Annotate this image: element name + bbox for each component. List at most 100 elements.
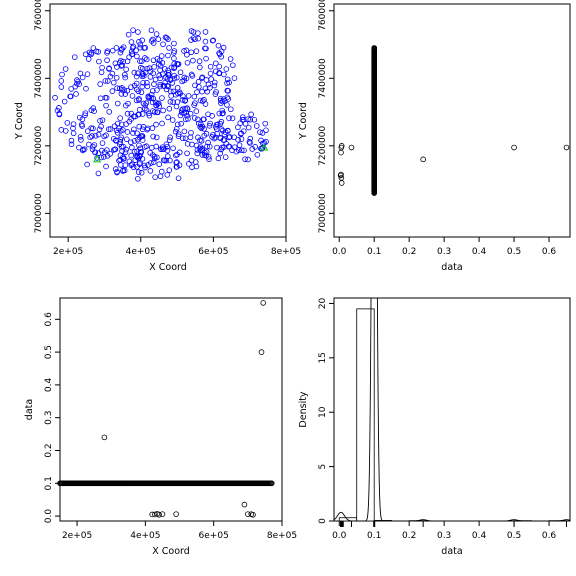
data-point [124, 58, 131, 65]
data-point [137, 44, 144, 51]
data-point [131, 148, 138, 155]
data-point [68, 141, 75, 148]
data-point [153, 121, 159, 128]
data-point [123, 136, 130, 143]
data-point [82, 110, 89, 116]
data-point [95, 131, 102, 138]
data-point [198, 125, 205, 131]
data-point [114, 64, 120, 70]
data-point [125, 31, 132, 38]
data-point [173, 103, 180, 110]
data-point [103, 163, 109, 170]
data-point [207, 120, 213, 127]
data-point [129, 93, 136, 99]
data-point [131, 126, 137, 133]
data-point [164, 147, 171, 154]
y-axis-label: data [24, 399, 35, 420]
data-point [247, 135, 254, 142]
data-point [128, 162, 134, 168]
data-point [139, 65, 146, 72]
data-point [184, 106, 191, 112]
data-point [223, 140, 230, 147]
data-point [158, 168, 165, 175]
data-point [171, 72, 177, 79]
data-point [171, 64, 177, 71]
data-point [186, 161, 192, 167]
data-point [203, 149, 210, 155]
data-point [338, 180, 345, 186]
data-point [136, 161, 143, 167]
data-point [97, 118, 103, 124]
data-point [62, 66, 69, 72]
data-point [213, 126, 220, 132]
y-tick-label: 5 [318, 464, 328, 470]
data-point [79, 116, 86, 123]
data-point [188, 157, 195, 164]
data-point [190, 29, 197, 35]
data-point [220, 110, 226, 116]
data-point [159, 120, 165, 127]
data-point [128, 139, 134, 146]
data-point [170, 145, 176, 152]
data-point [124, 129, 131, 135]
data-point [201, 132, 208, 139]
data-point [64, 120, 71, 126]
data-point [129, 144, 135, 151]
data-point [262, 120, 269, 127]
data-point [119, 46, 125, 52]
data-point [203, 77, 210, 83]
data-point [150, 57, 157, 64]
data-point [129, 161, 135, 168]
data-point [231, 144, 238, 150]
data-point [104, 57, 110, 64]
data-point [152, 109, 158, 115]
data-point [68, 137, 75, 144]
data-point [153, 31, 160, 37]
data-point [197, 64, 203, 71]
data-point [112, 166, 119, 172]
data-point [139, 37, 145, 44]
data-point [157, 83, 164, 90]
data-point [161, 146, 167, 152]
data-point [189, 73, 196, 79]
data-point [211, 79, 218, 86]
data-point [235, 124, 241, 131]
data-point [222, 154, 229, 160]
data-point [154, 101, 161, 107]
data-point [103, 102, 109, 109]
data-point [107, 73, 114, 80]
data-point [202, 38, 209, 45]
data-point [54, 107, 61, 114]
data-point [173, 511, 179, 517]
data-point [178, 120, 184, 127]
data-point [227, 56, 234, 62]
data-point [96, 58, 102, 65]
data-point [109, 88, 116, 94]
data-point [120, 168, 126, 174]
data-point [117, 162, 124, 168]
data-point [159, 60, 166, 66]
data-point [84, 161, 90, 168]
data-point [136, 39, 142, 45]
data-point [149, 144, 155, 151]
data-point [252, 144, 259, 150]
x-tick-label: 0.6 [542, 247, 557, 257]
data-point [71, 54, 78, 60]
data-point [134, 153, 140, 159]
data-point [205, 81, 212, 88]
data-point [157, 173, 164, 180]
x-tick-label: 0.5 [507, 247, 521, 257]
data-point [165, 114, 171, 121]
data-point [254, 152, 261, 158]
data-point [88, 107, 95, 114]
data-point [193, 163, 200, 170]
data-point [95, 170, 102, 177]
data-point [203, 55, 209, 62]
data-point [156, 61, 162, 67]
data-point [184, 141, 191, 147]
data-point [563, 144, 570, 151]
data-point [128, 39, 135, 45]
data-point [159, 511, 166, 517]
data-point [348, 144, 355, 151]
data-point [241, 147, 247, 154]
